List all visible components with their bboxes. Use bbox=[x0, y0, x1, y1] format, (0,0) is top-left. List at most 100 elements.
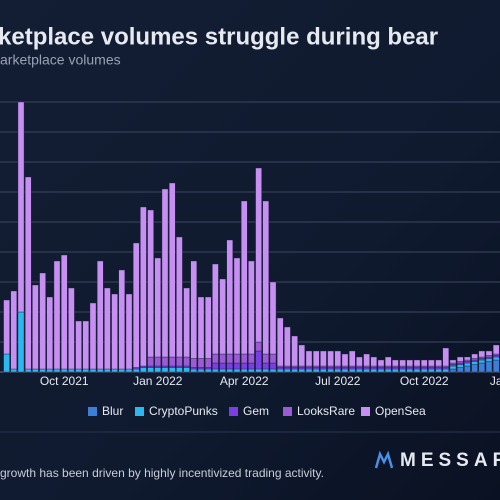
bar-segment bbox=[341, 353, 349, 367]
bar-segment bbox=[312, 368, 320, 373]
bar-segment bbox=[356, 365, 363, 368]
bar-segment bbox=[248, 362, 255, 370]
bar-segment bbox=[485, 358, 493, 362]
bar-segment bbox=[226, 368, 234, 373]
bar-segment bbox=[60, 254, 68, 370]
bar-segment bbox=[492, 359, 500, 373]
bar-segment bbox=[219, 353, 226, 364]
bar-segment bbox=[269, 281, 277, 355]
bar-segment bbox=[75, 320, 82, 370]
bar-segment bbox=[442, 368, 450, 373]
bar-segment bbox=[485, 355, 493, 358]
bar-segment bbox=[276, 367, 284, 370]
bar-segment bbox=[384, 356, 392, 367]
bar-segment bbox=[291, 365, 298, 368]
bar-segment bbox=[377, 365, 385, 368]
bar-segment bbox=[233, 257, 241, 355]
bar-segment bbox=[341, 368, 349, 373]
brand: MESSAR bbox=[400, 450, 500, 471]
bar-segment bbox=[212, 353, 219, 364]
bar-segment bbox=[240, 200, 248, 355]
bar-segment bbox=[392, 359, 399, 367]
bar-segment bbox=[305, 350, 313, 367]
bar-segment bbox=[154, 356, 162, 367]
bar-segment bbox=[456, 361, 464, 364]
bar-segment bbox=[32, 284, 39, 370]
bar-segment bbox=[161, 356, 169, 367]
bar-segment bbox=[82, 368, 90, 373]
bar-segment bbox=[370, 367, 378, 370]
bar-segment bbox=[413, 368, 421, 373]
bar-segment bbox=[53, 260, 61, 370]
bar-segment bbox=[219, 368, 226, 373]
bar-segment bbox=[435, 368, 442, 373]
bar-segment bbox=[176, 236, 183, 358]
footnote: growth has been driven by highly incenti… bbox=[0, 466, 324, 480]
bar-segment bbox=[262, 368, 270, 373]
bar-segment bbox=[24, 176, 32, 370]
bar-segment bbox=[219, 278, 226, 355]
bar-segment bbox=[197, 358, 205, 368]
bar-segment bbox=[442, 347, 450, 367]
bar-segment bbox=[320, 365, 327, 368]
bar-segment bbox=[24, 368, 32, 373]
bar-segment bbox=[96, 368, 104, 373]
bar-segment bbox=[3, 299, 10, 355]
bar-segment bbox=[226, 239, 234, 355]
bar-segment bbox=[204, 368, 212, 373]
bar-segment bbox=[485, 350, 493, 356]
bar-segment bbox=[82, 320, 90, 370]
bar-segment bbox=[413, 359, 421, 367]
bar-segment bbox=[384, 365, 392, 368]
bar-segment bbox=[190, 260, 198, 359]
bar-segment bbox=[60, 368, 68, 373]
bar-segment bbox=[449, 368, 457, 373]
bar-segment bbox=[341, 367, 349, 370]
bar-segment bbox=[291, 335, 298, 367]
bar-segment bbox=[298, 368, 306, 373]
bar-segment bbox=[132, 242, 140, 368]
bar-segment bbox=[327, 367, 334, 370]
bar-segment bbox=[147, 367, 154, 373]
bar-segment bbox=[68, 368, 75, 373]
bar-segment bbox=[384, 367, 392, 370]
bar-segment bbox=[168, 182, 176, 358]
bar-segment bbox=[168, 365, 176, 368]
bar-segment bbox=[320, 367, 327, 370]
bar-segment bbox=[471, 358, 478, 361]
bar-segment bbox=[356, 356, 363, 367]
bar-segment bbox=[190, 358, 198, 368]
bar-segment bbox=[255, 350, 262, 370]
bar-segment bbox=[197, 367, 205, 370]
bar-segment bbox=[240, 368, 248, 373]
bar-segment bbox=[492, 356, 500, 361]
bar-segment bbox=[456, 364, 464, 368]
bar-segment bbox=[118, 269, 126, 370]
bar-segment bbox=[190, 367, 198, 370]
bar-segment bbox=[478, 359, 486, 364]
bar-segment bbox=[492, 344, 500, 355]
bar-segment bbox=[464, 361, 471, 364]
bar-segment bbox=[435, 367, 442, 370]
bar-segment bbox=[176, 367, 183, 373]
legend-swatch bbox=[135, 407, 144, 416]
bar-segment bbox=[168, 367, 176, 373]
bar-segment bbox=[176, 365, 183, 368]
legend-label: OpenSea bbox=[375, 404, 426, 418]
bar-segment bbox=[147, 356, 154, 367]
x-tick-label: Oct 2022 bbox=[400, 374, 449, 388]
bar-segment bbox=[68, 287, 75, 370]
bar-segment bbox=[406, 367, 414, 370]
bar-segment bbox=[75, 368, 82, 373]
bar-segment bbox=[39, 368, 46, 373]
bar-segment bbox=[428, 359, 435, 367]
bar-segment bbox=[269, 368, 277, 373]
bar-segment bbox=[262, 200, 270, 355]
bar-segment bbox=[276, 365, 284, 368]
bar-segment bbox=[464, 359, 471, 362]
bar-segment bbox=[298, 365, 306, 368]
bar-segment bbox=[370, 365, 378, 368]
bar-segment bbox=[348, 368, 356, 373]
bar-segment bbox=[17, 101, 25, 313]
bar-segment bbox=[248, 260, 255, 355]
